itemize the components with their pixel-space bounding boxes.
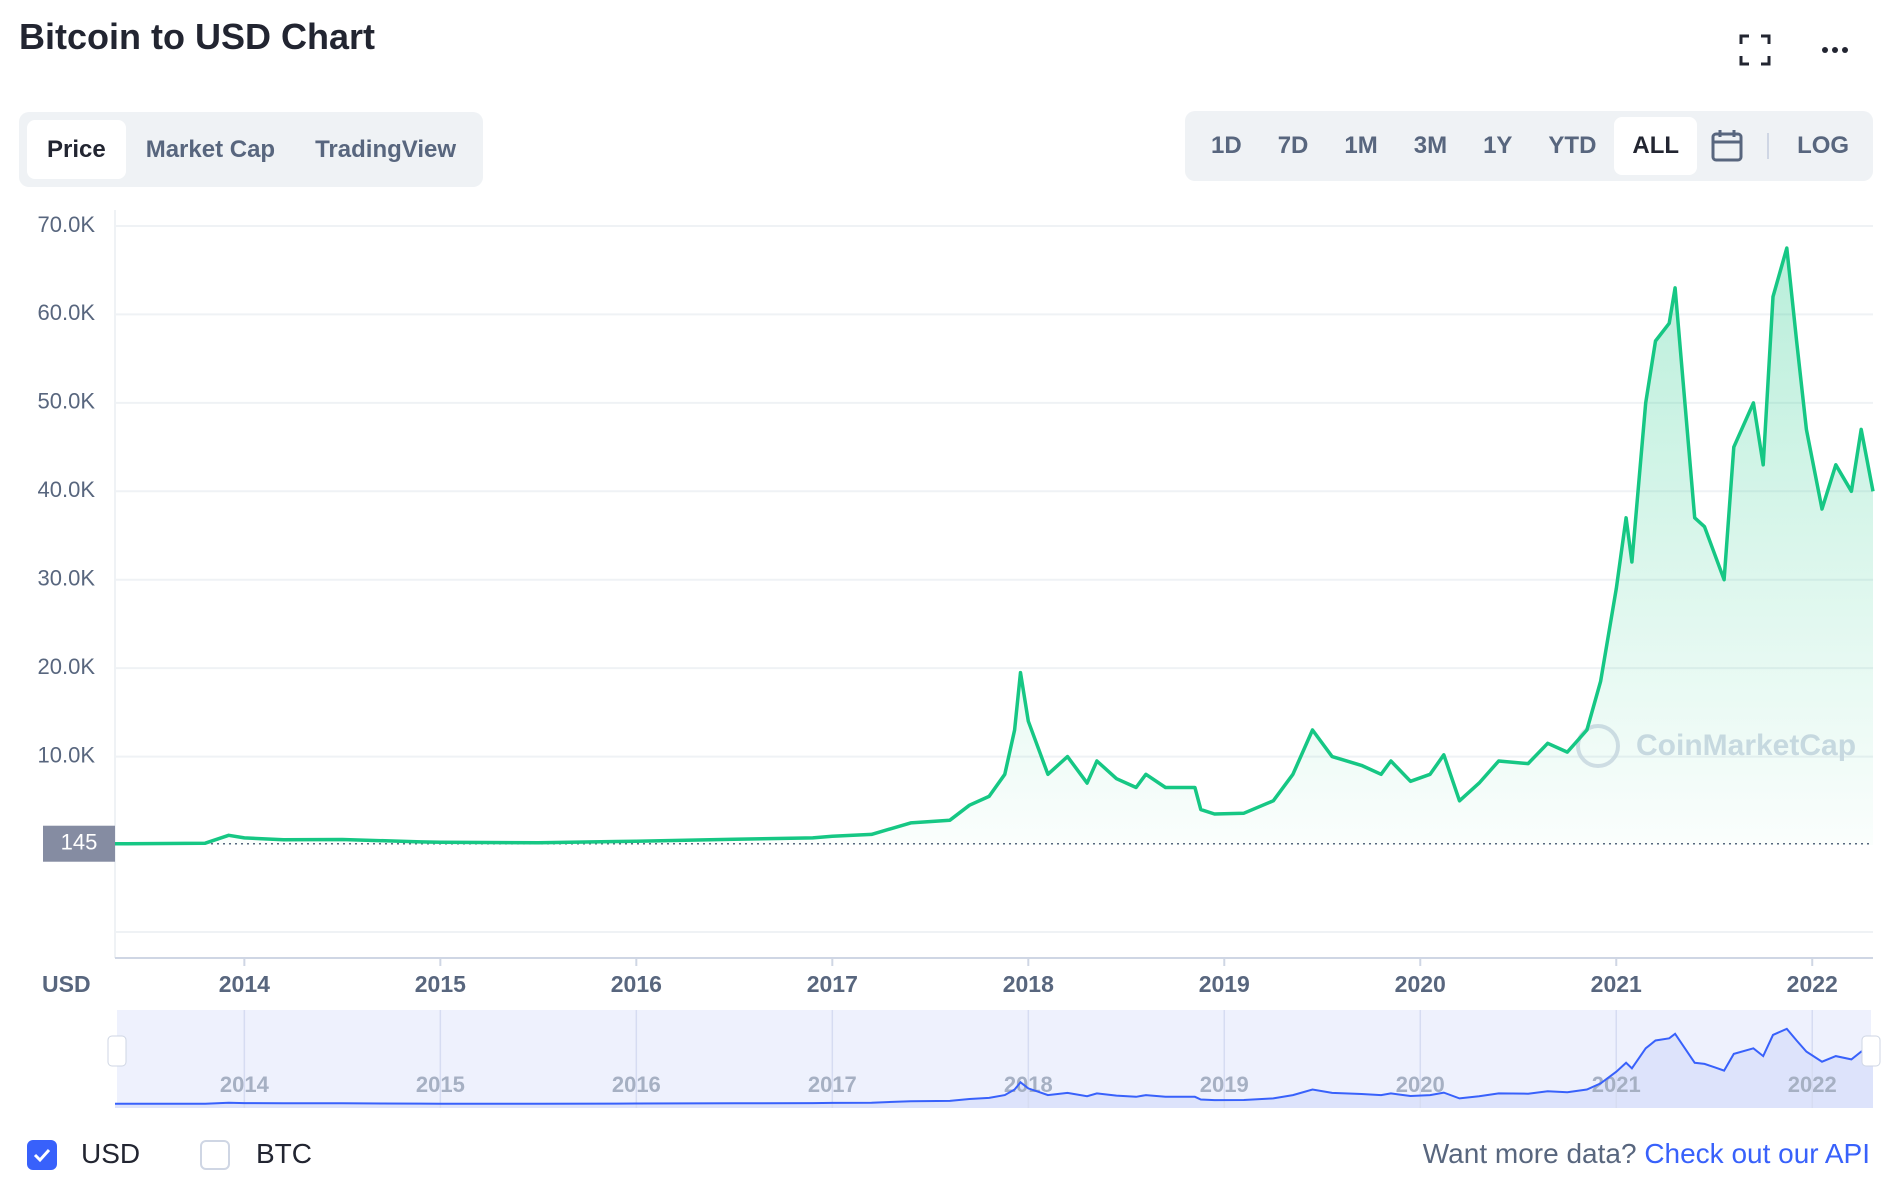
navigator-tick-label: 2017	[808, 1072, 857, 1097]
x-tick-label: 2022	[1787, 971, 1838, 997]
chart: 10.0K 20.0K 30.0K 40.0K 50.0K 60.0K 70.0K USD 20…	[38, 210, 1881, 1108]
usd-label[interactable]: USD	[81, 1138, 141, 1169]
x-tick-label: 2017	[807, 971, 858, 997]
navigator-tick-label: 2015	[416, 1072, 465, 1097]
navigator-tick-label: 2019	[1200, 1072, 1249, 1097]
range-button[interactable]: 1Y	[1483, 132, 1513, 159]
title: Bitcoin to USD Chart	[19, 16, 375, 57]
baseline-badge	[43, 825, 115, 862]
tab-bar: Price Market Cap TradingView	[19, 112, 483, 187]
y-tick-label: 30.0K	[38, 566, 96, 591]
more-icon[interactable]	[1815, 30, 1855, 70]
y-tick-label: 50.0K	[38, 389, 96, 414]
log-button[interactable]: LOG	[1797, 132, 1850, 159]
navigator-area	[115, 1028, 1873, 1108]
range-button[interactable]: ALL	[1614, 117, 1698, 175]
navigator-tick-label: 2022	[1788, 1072, 1837, 1097]
baseline-label: 145	[61, 830, 98, 855]
calendar-icon[interactable]	[1697, 126, 1757, 166]
btc-checkbox[interactable]	[200, 1140, 230, 1170]
x-tick-label: 2020	[1395, 971, 1446, 997]
navigator-handle[interactable]	[107, 1035, 127, 1067]
x-tick-label: 2014	[219, 971, 270, 997]
price-line	[114, 246, 1875, 846]
fullscreen-icon[interactable]	[1735, 30, 1775, 70]
tab[interactable]: Market Cap	[145, 136, 276, 163]
range-bar: 1D 7D 1M 3M 1Y YTD ALL LOG	[1185, 111, 1873, 181]
range-button[interactable]: 1D	[1211, 132, 1242, 159]
x-tick-label: 2019	[1199, 971, 1250, 997]
y-tick-label: 40.0K	[38, 477, 96, 502]
x-tick-label: 2016	[611, 971, 662, 997]
x-tick-label: 2015	[415, 971, 466, 997]
y-tick-label: 60.0K	[38, 300, 96, 325]
y-axis-label: USD	[42, 971, 91, 997]
navigator-tick-label: 2014	[220, 1072, 270, 1097]
tab[interactable]: Price	[27, 120, 126, 179]
prompt: Want more data?	[1422, 1138, 1637, 1169]
range-button[interactable]: 3M	[1413, 132, 1448, 159]
btc-label[interactable]: BTC	[256, 1138, 312, 1169]
range-button[interactable]: 1M	[1344, 132, 1378, 159]
y-tick-label: 70.0K	[38, 212, 96, 237]
price-area	[115, 248, 1873, 846]
range-button[interactable]: YTD	[1548, 132, 1597, 159]
navigator-tick-label: 2018	[1004, 1072, 1053, 1097]
y-tick-label: 20.0K	[38, 654, 96, 679]
range-button[interactable]: 7D	[1277, 132, 1309, 159]
x-tick-label: 2021	[1591, 971, 1642, 997]
api-link[interactable]: Check out our API	[1644, 1138, 1870, 1169]
y-tick-label: 10.0K	[38, 742, 96, 767]
navigator-handle[interactable]	[1861, 1035, 1881, 1067]
footer: USD BTC Want more data? Check out our AP…	[0, 1132, 1892, 1178]
navigator-tick-label: 2016	[612, 1072, 661, 1097]
x-tick-label: 2018	[1003, 971, 1054, 997]
tab[interactable]: TradingView	[315, 136, 457, 163]
api-prompt: Want more data? Check out our API	[1423, 1138, 1870, 1170]
separator	[1767, 133, 1770, 159]
usd-checkbox[interactable]	[27, 1140, 57, 1170]
navigator-line	[115, 1027, 1874, 1105]
navigator-tick-label: 2020	[1396, 1072, 1445, 1097]
